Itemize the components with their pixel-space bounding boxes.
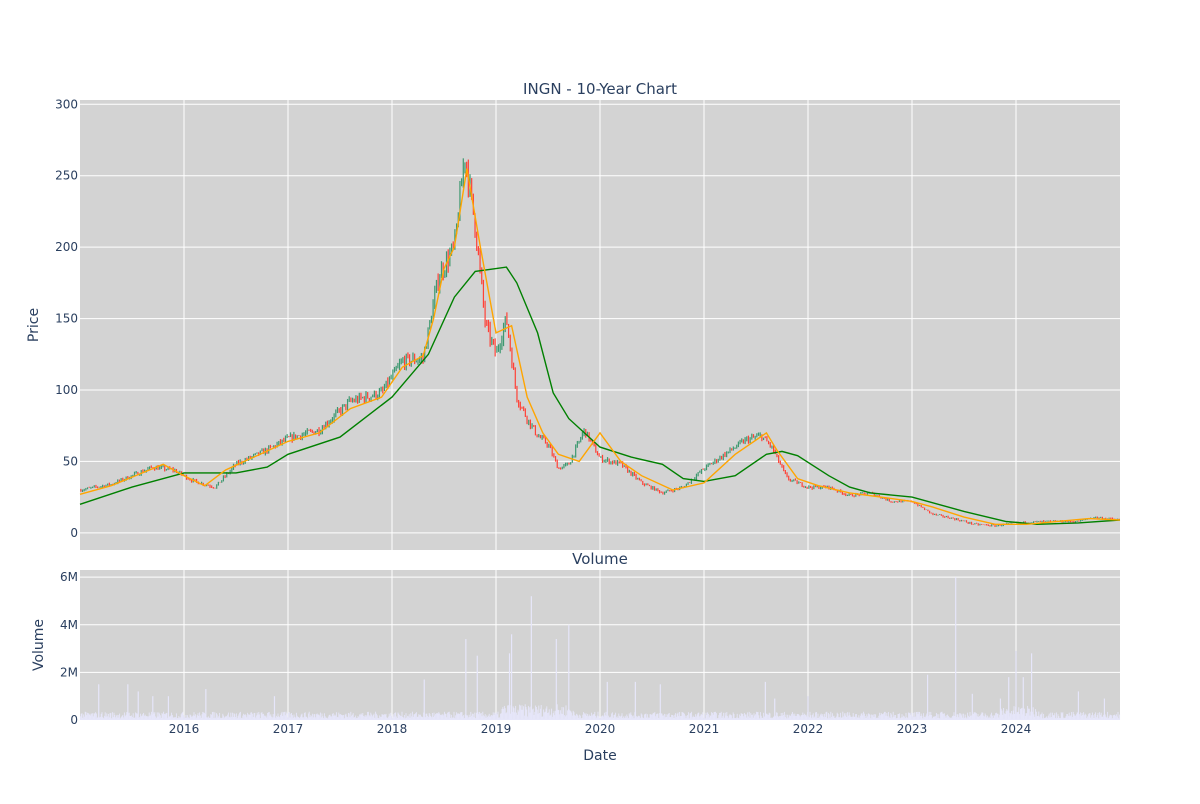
date-xtick-label-4: 2020 — [585, 722, 616, 736]
date-xtick-label-2: 2018 — [377, 722, 408, 736]
date-xtick-label-6: 2022 — [793, 722, 824, 736]
price-ytick-label-0: 0 — [70, 526, 78, 540]
price-ytick-label-3: 150 — [55, 312, 78, 326]
volume-ytick-label-3: 6M — [60, 570, 78, 584]
volume-y-ticks: 0 2M 4M 6M — [60, 570, 78, 727]
date-x-ticks: 2016 2017 2018 2019 2020 2021 2022 2023 2024 — [169, 722, 1032, 736]
date-xtick-label-1: 2017 — [273, 722, 304, 736]
ma-short-line — [79, 168, 1121, 525]
price-ytick-label-6: 300 — [55, 97, 78, 111]
date-xtick-label-0: 2016 — [169, 722, 200, 736]
price-chart-title: INGN - 10-Year Chart — [523, 80, 677, 98]
price-ytick-label-4: 200 — [55, 240, 78, 254]
price-axis-label: Price — [26, 308, 42, 342]
date-xtick-label-5: 2021 — [689, 722, 720, 736]
volume-ytick-label-0: 0 — [70, 713, 78, 727]
date-xtick-label-7: 2023 — [897, 722, 928, 736]
ma-long-line — [79, 266, 1121, 526]
price-ytick-label-5: 250 — [55, 169, 78, 183]
date-xtick-label-8: 2024 — [1001, 722, 1032, 736]
price-y-ticks: 0 50 100 150 200 250 300 — [55, 97, 78, 540]
date-xtick-label-3: 2019 — [481, 722, 512, 736]
price-ytick-label-2: 100 — [55, 383, 78, 397]
price-ytick-label-1: 50 — [63, 454, 78, 468]
date-axis-label: Date — [583, 748, 616, 764]
volume-ytick-label-2: 4M — [60, 618, 78, 632]
volume-bars — [79, 577, 1121, 720]
volume-chart-title: Volume — [572, 550, 628, 568]
volume-ytick-label-1: 2M — [60, 665, 78, 679]
volume-axis-label: Volume — [31, 619, 47, 671]
price-moving-averages — [79, 168, 1121, 526]
